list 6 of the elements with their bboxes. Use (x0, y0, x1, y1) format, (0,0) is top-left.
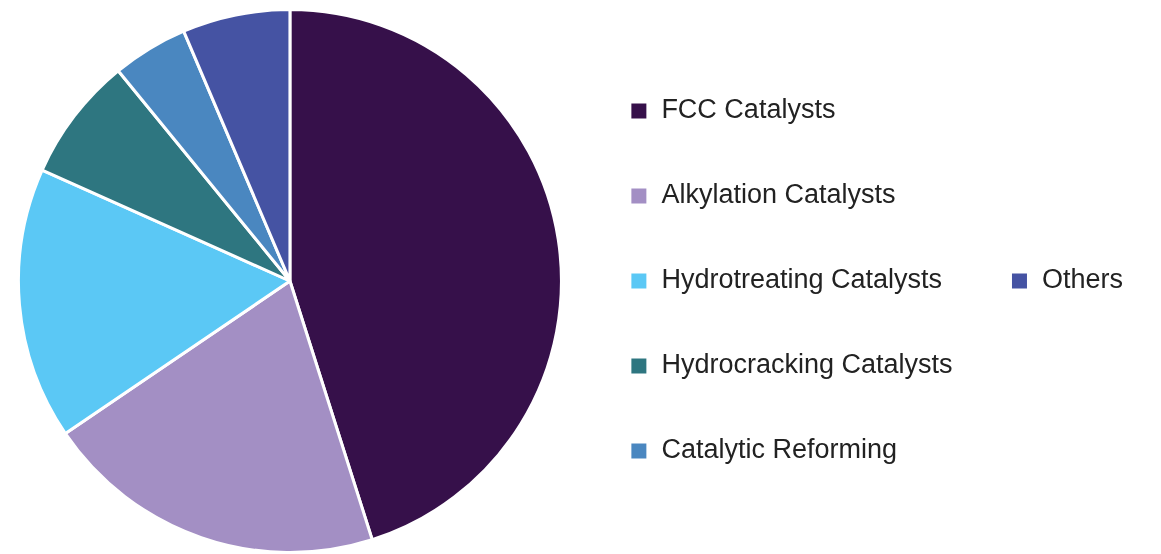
legend-label: Alkylation Catalysts (661, 179, 896, 210)
legend-label: FCC Catalysts (661, 94, 836, 125)
legend-label: Others (1041, 264, 1123, 295)
legend-label: Catalytic Reforming (661, 434, 897, 465)
legend-label: Hydrotreating Catalysts (661, 264, 942, 295)
legend-label: Hydrocracking Catalysts (661, 349, 953, 380)
